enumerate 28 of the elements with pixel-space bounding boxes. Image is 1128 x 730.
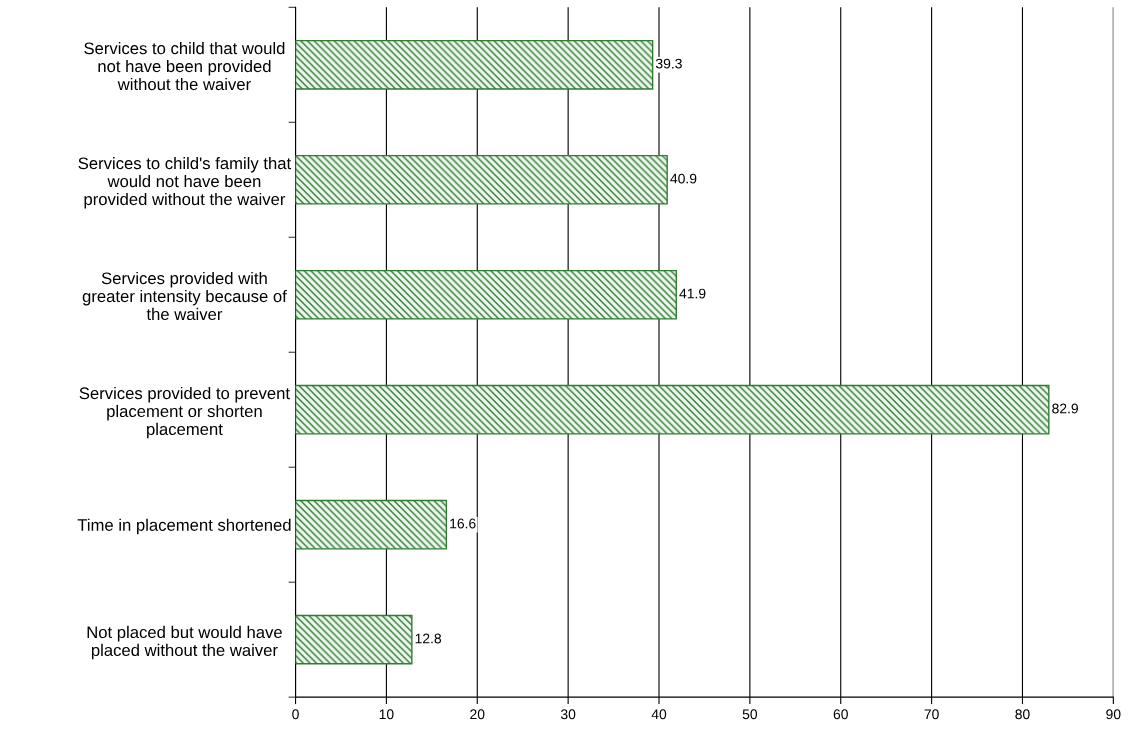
- y-tick-label: Services provided with greater intensity because of the waiver: [82, 271, 287, 321]
- x-tick-label: 0: [292, 709, 299, 720]
- y-tick-label: Services to child's family that would not have been provided without the waiver: [78, 156, 292, 209]
- data-label: 40.9: [670, 173, 697, 184]
- bar: [295, 154, 668, 205]
- x-tick-label: 60: [833, 709, 848, 720]
- bar: [295, 269, 677, 320]
- bar: [295, 384, 1050, 435]
- data-label: 12.8: [415, 633, 442, 644]
- x-tick-label: 30: [560, 709, 576, 720]
- x-tick-label: 20: [470, 709, 485, 720]
- x-tick-label: 70: [924, 709, 939, 720]
- x-tick-label: 90: [1106, 709, 1121, 720]
- y-tick-label: Services to child that would not have been provided without the waiver: [84, 42, 285, 91]
- x-tick-label: 80: [1015, 709, 1030, 720]
- data-label: 82.9: [1052, 403, 1078, 414]
- y-tick-label: Time in placement shortened: [77, 518, 291, 535]
- x-tick-label: 50: [742, 709, 758, 720]
- data-label: 16.6: [450, 518, 476, 529]
- bar: [295, 39, 654, 90]
- bar: [295, 614, 413, 665]
- y-tick-label: Not placed but would have placed without the waiver: [87, 625, 282, 660]
- x-tick-label: 10: [379, 709, 394, 720]
- data-label: 39.3: [655, 58, 682, 69]
- x-tick-label: 40: [651, 709, 667, 720]
- bar: [295, 499, 448, 550]
- y-tick-label: Services provided to prevent placement or shorten placement: [79, 386, 290, 439]
- data-label: 41.9: [679, 288, 706, 299]
